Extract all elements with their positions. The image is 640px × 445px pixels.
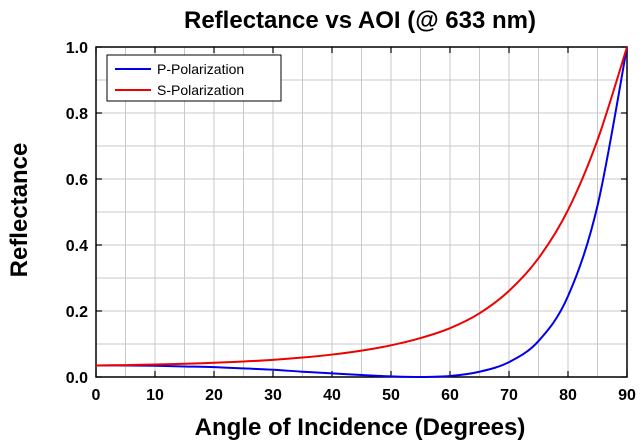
- y-tick-label: 1.0: [66, 40, 88, 57]
- x-tick-label: 20: [205, 387, 223, 404]
- grid: [96, 47, 627, 377]
- y-tick-label: 0.0: [66, 370, 88, 387]
- legend-label: P-Polarization: [157, 61, 244, 77]
- legend-label: S-Polarization: [157, 82, 244, 98]
- x-tick-label: 30: [264, 387, 282, 404]
- y-tick-label: 0.8: [66, 106, 88, 123]
- series-lines: [95, 46, 628, 379]
- plot-frame: [95, 46, 628, 378]
- y-tick-label: 0.2: [66, 304, 88, 321]
- y-axis-label: Reflectance: [6, 143, 33, 278]
- x-tick-label: 10: [146, 387, 164, 404]
- x-tick-label: 80: [559, 387, 577, 404]
- legend-box: [106, 54, 282, 102]
- x-tick-label: 50: [382, 387, 400, 404]
- y-ticks: 0.0 0.2 0.4 0.6 0.8 1.0: [66, 40, 627, 387]
- x-tick-label: 70: [500, 387, 518, 404]
- series-line-p-polarization: [95, 46, 628, 379]
- x-tick-label: 40: [323, 387, 341, 404]
- series-line-s-polarization: [95, 46, 628, 367]
- y-tick-label: 0.6: [66, 172, 88, 189]
- x-axis-label: Angle of Incidence (Degrees): [195, 414, 526, 441]
- x-tick-label: 0: [92, 387, 101, 404]
- x-tick-label: 60: [441, 387, 459, 404]
- x-tick-label: 90: [618, 387, 636, 404]
- legend: P-Polarization S-Polarization: [106, 54, 282, 102]
- chart-title: Reflectance vs AOI (@ 633 nm): [184, 7, 536, 34]
- y-tick-label: 0.4: [66, 238, 88, 255]
